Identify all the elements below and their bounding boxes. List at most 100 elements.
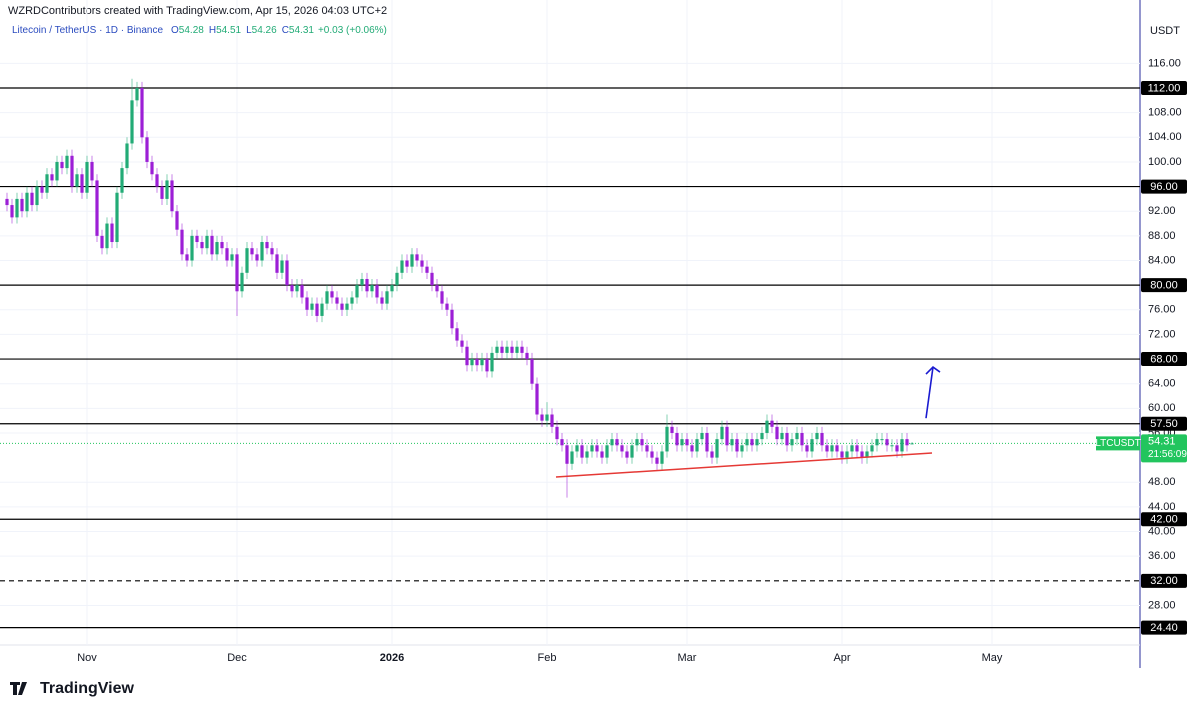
level-label-box — [1141, 278, 1187, 293]
level-label-box — [1141, 352, 1187, 367]
level-label-box — [1141, 179, 1187, 194]
candle-body — [740, 445, 744, 452]
price-label-box — [1141, 434, 1187, 463]
candle-body — [475, 359, 479, 366]
candle-body — [600, 451, 604, 458]
y-tick-label: 104.00 — [1148, 131, 1182, 143]
candle-body — [685, 439, 689, 446]
candle-body — [400, 260, 404, 273]
candle-body — [210, 235, 214, 255]
candle-body — [480, 359, 484, 366]
candle-body — [860, 451, 864, 458]
level-label: 112.00 — [1148, 82, 1181, 94]
y-tick-label: 100.00 — [1148, 156, 1182, 168]
candle-body — [275, 254, 279, 273]
candle-body — [415, 254, 419, 261]
candle-body — [660, 451, 664, 464]
candle-body — [720, 426, 724, 440]
candle-body — [50, 174, 54, 181]
candle-body — [120, 168, 124, 193]
candle-body — [35, 186, 39, 206]
level-label-box — [1141, 573, 1187, 588]
candle-body — [10, 205, 14, 218]
candle-body — [300, 285, 304, 298]
candle-body — [65, 155, 69, 169]
arrow-head — [925, 366, 941, 375]
candle-body — [485, 359, 489, 372]
legend: Litecoin / TetherUS · 1D · Binance O54.28… — [12, 25, 387, 36]
candle-body — [155, 174, 159, 187]
candle-body — [305, 297, 309, 310]
candle-body — [695, 439, 699, 452]
candle-body — [525, 352, 529, 360]
level-label: 57.50 — [1150, 418, 1178, 430]
y-tick-label: 60.00 — [1148, 402, 1176, 414]
candle-body — [180, 229, 184, 255]
candle-body — [780, 432, 784, 440]
candle-body — [890, 445, 894, 447]
candle-body — [700, 432, 704, 440]
candle-body — [550, 414, 554, 427]
candle-body — [515, 346, 519, 353]
candle-body — [535, 383, 539, 415]
x-tick-label: Apr — [833, 652, 850, 664]
candle-body — [45, 174, 49, 193]
candle-body — [235, 254, 239, 292]
candle-body — [880, 439, 884, 441]
candle-body — [730, 439, 734, 446]
candle-body — [875, 439, 879, 446]
candle-body — [460, 340, 464, 347]
candle-body — [5, 198, 9, 206]
y-tick-label: 108.00 — [1148, 107, 1182, 119]
candle-body — [785, 432, 789, 446]
candle-body — [680, 439, 684, 446]
candle-body — [630, 445, 634, 458]
candle-body — [835, 445, 839, 452]
candle-body — [805, 445, 809, 452]
candle-body — [775, 426, 779, 440]
candle-body — [320, 303, 324, 316]
candle-body — [375, 285, 379, 298]
candle-body — [640, 439, 644, 446]
candle-body — [665, 426, 669, 452]
candle-body — [745, 439, 749, 446]
candle-body — [370, 285, 374, 292]
candle-body — [555, 426, 559, 440]
candle-body — [250, 248, 254, 255]
y-tick-label: 76.00 — [1148, 304, 1176, 316]
logo-icon — [10, 682, 27, 695]
price-label: 54.31 — [1148, 435, 1176, 447]
high-value: 54.51 — [216, 25, 241, 36]
candle-body — [230, 254, 234, 261]
candle-body — [100, 235, 104, 249]
candle-body — [565, 445, 569, 464]
candle-body — [500, 346, 504, 353]
candle-body — [190, 235, 194, 261]
level-label-box — [1141, 512, 1187, 527]
candle-body — [795, 432, 799, 440]
symbol-label-box — [1096, 436, 1140, 451]
candle-body — [755, 439, 759, 446]
candle-body — [365, 278, 369, 292]
candle-body — [330, 291, 334, 298]
candle-body — [380, 297, 384, 304]
candle-body — [855, 445, 859, 452]
candle-body — [830, 445, 834, 452]
x-tick-label: May — [982, 652, 1003, 664]
candle-body — [110, 223, 114, 243]
candle-body — [865, 451, 869, 458]
candle-body — [825, 445, 829, 452]
candle-body — [470, 359, 474, 366]
candle-body — [435, 285, 439, 292]
candle-body — [765, 420, 769, 433]
candle-body — [15, 198, 19, 218]
candle-body — [195, 235, 199, 243]
candle-body — [225, 248, 229, 261]
x-tick-label: Dec — [227, 652, 247, 664]
candle-body — [245, 248, 249, 273]
candle-body — [625, 451, 629, 458]
candle-body — [790, 439, 794, 446]
candle-body — [430, 272, 434, 286]
candle-body — [715, 439, 719, 458]
candle-body — [870, 445, 874, 452]
